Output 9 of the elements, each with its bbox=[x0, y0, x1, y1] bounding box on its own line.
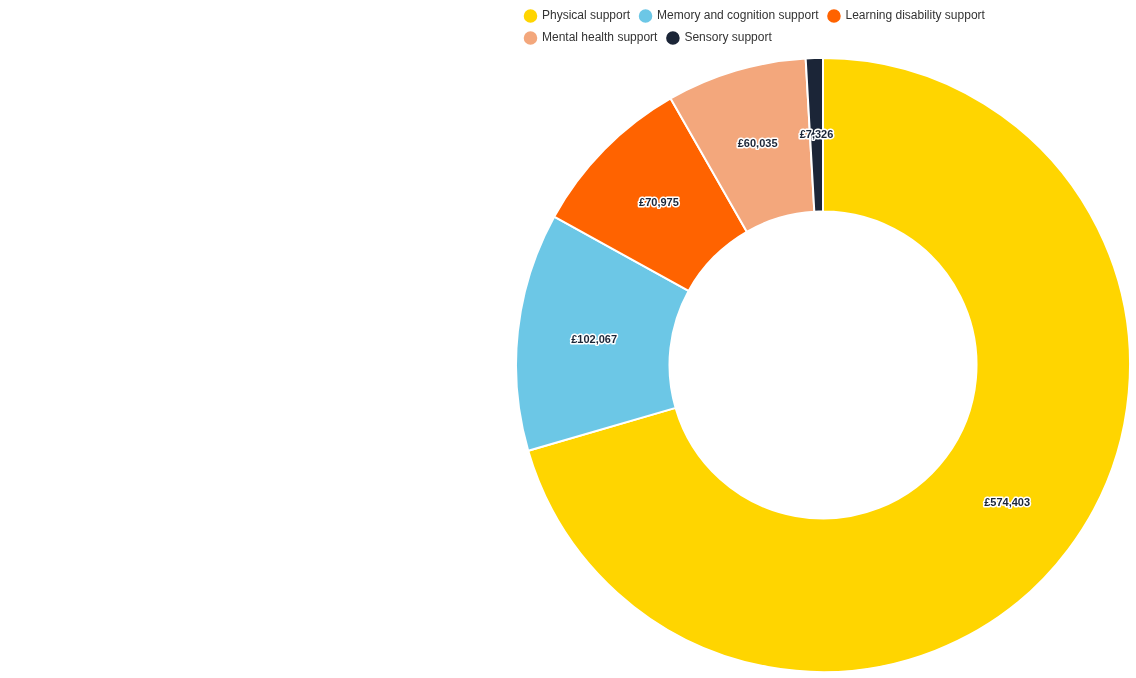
data-label: £574,403 bbox=[984, 496, 1031, 509]
data-label: £60,035 bbox=[737, 137, 778, 150]
legend-label: Sensory support bbox=[684, 30, 773, 45]
data-label: £102,067 bbox=[571, 332, 618, 345]
legend-label: Learning disability support bbox=[845, 8, 986, 23]
data-label: £70,975 bbox=[639, 196, 679, 209]
legend-label: Memory and cognition support bbox=[657, 8, 820, 23]
legend-label: Mental health support bbox=[542, 30, 659, 45]
legend-label: Physical support bbox=[542, 8, 631, 23]
